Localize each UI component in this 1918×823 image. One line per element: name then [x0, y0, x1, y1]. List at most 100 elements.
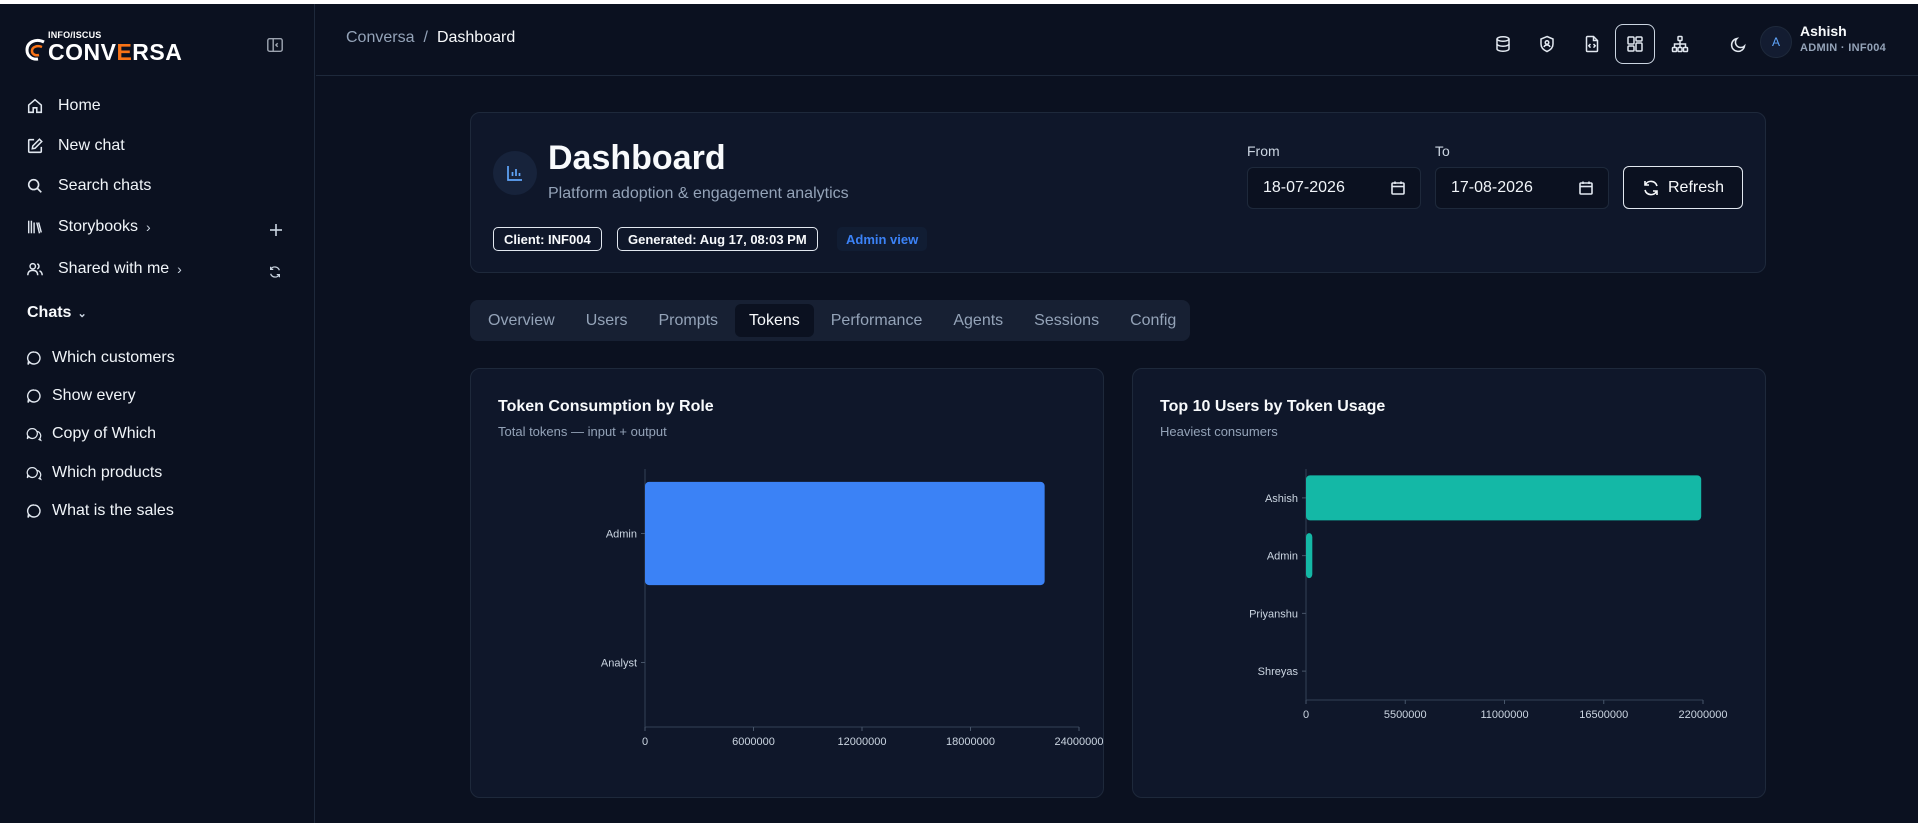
x-tick-label: 0 — [642, 736, 648, 748]
y-tick-label: Admin — [606, 529, 637, 541]
x-tick-label: 0 — [1303, 709, 1309, 721]
logo-wordmark: CONVERSA — [48, 39, 183, 65]
y-tick-label: Ashish — [1265, 493, 1298, 505]
org-chart-icon[interactable] — [1660, 24, 1700, 64]
chat-item-label: What is the sales — [52, 502, 174, 519]
sidebar: INFO/ISCUS CONVERSA Home New chat Search… — [0, 4, 315, 823]
sidebar-item-search-chats[interactable]: Search chats — [26, 173, 151, 199]
chat-item-label: Which customers — [52, 349, 175, 366]
tab-users[interactable]: Users — [585, 311, 628, 329]
chat-bubble-icon — [27, 504, 41, 518]
tab-sessions[interactable]: Sessions — [1034, 311, 1100, 329]
breadcrumb-current: Dashboard — [436, 29, 516, 46]
tab-prompts[interactable]: Prompts — [658, 311, 719, 329]
sidebar-item-label: Home — [58, 97, 101, 114]
chart-title: Top 10 Users by Token Usage — [1160, 398, 1386, 415]
sidebar-item-label: Storybooks — [58, 218, 139, 235]
home-icon — [27, 98, 43, 114]
tab-overview[interactable]: Overview — [488, 311, 555, 329]
admin-view-badge: Admin view — [837, 227, 928, 251]
chats-section-toggle[interactable]: Chats ⌄ — [27, 304, 87, 322]
chevron-right-icon: › — [177, 261, 182, 277]
from-date-input[interactable]: 18-07-2026 — [1247, 167, 1421, 209]
tab-agents[interactable]: Agents — [953, 311, 1004, 329]
tab-performance[interactable]: Performance — [830, 311, 923, 329]
chat-item[interactable]: Which products — [26, 462, 162, 484]
chevron-down-icon: ⌄ — [77, 307, 87, 320]
breadcrumb-separator: / — [423, 29, 428, 46]
chat-item[interactable]: What is the sales — [26, 500, 174, 522]
dashboard-icon[interactable] — [1615, 24, 1655, 64]
y-tick-label: Shreyas — [1258, 666, 1299, 678]
logo-tagline: INFO/ISCUS — [48, 30, 102, 40]
add-storybook-icon[interactable] — [268, 222, 284, 238]
breadcrumb-root[interactable]: Conversa — [346, 29, 415, 46]
avatar[interactable]: A — [1760, 26, 1792, 58]
dashboard-tabs: Overview Users Prompts Tokens Performanc… — [470, 300, 1190, 341]
y-tick-label: Priyanshu — [1249, 608, 1298, 620]
refresh-icon — [1644, 180, 1658, 195]
to-date-input[interactable]: 17-08-2026 — [1435, 167, 1609, 209]
window-top-strip — [0, 0, 1918, 4]
to-label: To — [1435, 143, 1450, 159]
chevron-right-icon: › — [146, 219, 151, 235]
refresh-shared-icon[interactable] — [268, 265, 284, 281]
page-title: Dashboard — [548, 139, 726, 177]
chat-item[interactable]: Show every — [26, 385, 136, 407]
x-tick-label: 18000000 — [946, 736, 995, 748]
refresh-button[interactable]: Refresh — [1623, 166, 1743, 209]
y-tick-label: Analyst — [601, 658, 637, 670]
tab-config[interactable]: Config — [1130, 311, 1177, 329]
chat-item[interactable]: Copy of Which — [26, 423, 156, 445]
breadcrumb: Conversa / Dashboard — [346, 29, 515, 47]
chats-section-label: Chats — [27, 304, 72, 321]
x-tick-label: 24000000 — [1055, 736, 1104, 748]
token-by-role-chart: Admin Analyst 0 6000000 12000000 18000000 2400… — [601, 469, 1104, 748]
chat-item-label: Copy of Which — [52, 425, 157, 442]
user-role: ADMIN · INF004 — [1800, 42, 1887, 54]
top-users-chart: Ashish Admin Priyanshu Shreyas 0 5500000 11000… — [1249, 469, 1728, 721]
sidebar-item-home[interactable]: Home — [26, 93, 101, 119]
refresh-label: Refresh — [1667, 178, 1725, 196]
database-icon[interactable] — [1483, 24, 1523, 64]
moon-icon[interactable] — [1719, 24, 1759, 64]
from-date-value: 18-07-2026 — [1263, 179, 1345, 196]
x-tick-label: 5500000 — [1384, 709, 1427, 721]
sidebar-item-label: Search chats — [58, 177, 152, 194]
chat-bubble-icon — [27, 389, 41, 403]
to-date-value: 17-08-2026 — [1451, 179, 1533, 196]
sidebar-collapse-icon[interactable] — [266, 36, 286, 56]
library-icon — [27, 220, 42, 234]
bar — [1306, 475, 1702, 521]
calendar-icon[interactable] — [1578, 180, 1594, 196]
tab-tokens[interactable]: Tokens — [735, 304, 814, 337]
sidebar-item-shared-with-me[interactable]: Shared with me › — [26, 256, 182, 282]
from-label: From — [1247, 143, 1280, 159]
token-by-role-card: Token Consumption by Role Total tokens —… — [470, 368, 1104, 798]
file-code-icon[interactable] — [1572, 24, 1612, 64]
chat-bubbles-icon — [26, 428, 42, 442]
x-tick-label: 12000000 — [838, 736, 887, 748]
chat-bubbles-icon — [26, 467, 42, 481]
y-tick-label: Admin — [1267, 551, 1298, 563]
app-logo[interactable]: INFO/ISCUS CONVERSA — [24, 30, 182, 64]
search-icon — [27, 178, 42, 193]
chart-subtitle: Total tokens — input + output — [498, 424, 667, 439]
chat-item-label: Which products — [52, 464, 163, 481]
sidebar-item-new-chat[interactable]: New chat — [26, 133, 125, 159]
shield-user-icon[interactable] — [1527, 24, 1567, 64]
x-tick-label: 22000000 — [1679, 709, 1728, 721]
sidebar-item-label: New chat — [58, 137, 125, 154]
x-tick-label: 16500000 — [1579, 709, 1628, 721]
top-header: Conversa / Dashboard A Ashish ADMIN · IN… — [316, 4, 1918, 76]
edit-icon — [27, 138, 43, 154]
sidebar-item-storybooks[interactable]: Storybooks › — [26, 214, 151, 240]
client-badge: Client: INF004 — [493, 227, 602, 251]
page-subtitle: Platform adoption & engagement analytics — [548, 185, 849, 202]
generated-badge: Generated: Aug 17, 08:03 PM — [617, 227, 818, 251]
chat-item[interactable]: Which customers — [26, 347, 175, 369]
logo-swirl-icon — [25, 38, 45, 61]
dashboard-header-card: Dashboard Platform adoption & engagement… — [470, 112, 1766, 273]
calendar-icon[interactable] — [1390, 180, 1406, 196]
chat-bubble-icon — [27, 351, 41, 365]
